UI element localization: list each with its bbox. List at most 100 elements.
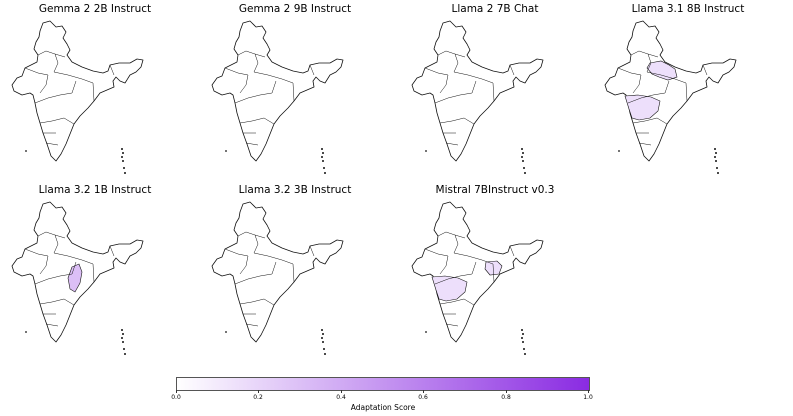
state-boundary [492,82,495,102]
island [322,152,324,154]
state-boundary [109,64,115,76]
colorbar-tick-label: 0.8 [501,394,511,401]
state-boundary [253,53,259,73]
state-boundary [439,117,475,125]
panel-title: Llama 3.2 3B Instruct [238,184,352,196]
state-boundary [239,117,275,125]
state-boundary [45,142,59,146]
state-boundary [646,71,687,84]
state-boundary [453,71,494,84]
island [121,156,123,158]
state-boundary [53,71,94,84]
panel-title: Llama 3.2 1B Instruct [38,184,152,196]
state-boundary [509,245,515,257]
island [716,167,718,169]
map-panel-llama-3-1-8b: Llama 3.1 8B Instruct [593,3,783,188]
colorbar-tick-label: 0.4 [336,394,346,401]
state-boundary [37,231,66,239]
india-map [11,201,144,355]
india-map [411,20,544,174]
colorbar-tick-label: 0.6 [418,394,428,401]
highlighted-state [624,94,661,121]
island [124,353,126,355]
island [321,329,323,331]
panel-title: Gemma 2 9B Instruct [238,3,352,15]
island [521,156,523,158]
map-panel-llama-2-7b: Llama 2 7B Chat [400,3,590,188]
island [25,150,27,152]
india-map [211,201,344,355]
state-boundary [224,67,249,76]
island [425,150,427,152]
state-boundary [234,273,273,285]
state-boundary [253,252,294,265]
state-boundary [509,64,515,76]
map-geometry [11,201,144,355]
country-outline [411,20,544,162]
island [522,160,524,162]
island [714,148,716,150]
island [225,150,227,152]
state-boundary [685,82,688,102]
colorbar-tick-label: 0.2 [253,394,263,401]
island [324,172,326,174]
map-panel-llama-3-2-1b: Llama 3.2 1B Instruct [0,184,190,369]
highlighted-state [484,260,503,276]
country-outline [11,20,144,162]
state-boundary [309,64,315,76]
state-boundary [92,263,95,283]
state-boundary [471,261,477,275]
state-boundary [39,74,49,94]
state-boundary [453,234,459,254]
colorbar-tick [423,390,424,393]
map-geometry [11,20,144,174]
island [121,329,123,331]
india-map [11,20,144,174]
colorbar-tick [506,390,507,393]
island [122,152,124,154]
island [122,341,124,343]
island [618,150,620,152]
state-boundary [646,53,652,73]
island [523,348,525,350]
island [123,167,125,169]
island [717,172,719,174]
island [123,348,125,350]
state-boundary [292,263,295,283]
island [522,152,524,154]
state-boundary [71,80,77,94]
state-boundary [239,298,275,306]
state-boundary [92,82,95,102]
state-boundary [239,74,249,94]
map-panel-gemma-2-9b: Gemma 2 9B Instruct [200,3,390,188]
island [322,333,324,335]
island [124,172,126,174]
colorbar-tick [176,390,177,393]
island [321,337,323,339]
colorbar-tick [588,390,589,393]
state-boundary [434,92,473,104]
state-boundary [245,142,259,146]
india-map [411,201,544,355]
state-boundary [34,92,73,104]
state-boundary [224,248,249,257]
map-panel-llama-3-2-3b: Llama 3.2 3B Instruct [200,184,390,369]
state-boundary [627,92,666,104]
country-outline [211,20,344,162]
colorbar-gradient [176,377,590,391]
island [715,152,717,154]
map-geometry [411,20,544,174]
state-boundary [453,53,459,73]
country-outline [604,20,737,162]
island [522,333,524,335]
state-boundary [245,323,259,327]
colorbar-tick-label: 1.0 [583,394,593,401]
country-outline [411,201,544,343]
state-boundary [434,273,473,285]
state-boundary [39,255,49,275]
state-boundary [253,234,259,254]
state-boundary [39,298,75,306]
india-map [211,20,344,174]
state-boundary [45,323,59,327]
island [715,160,717,162]
